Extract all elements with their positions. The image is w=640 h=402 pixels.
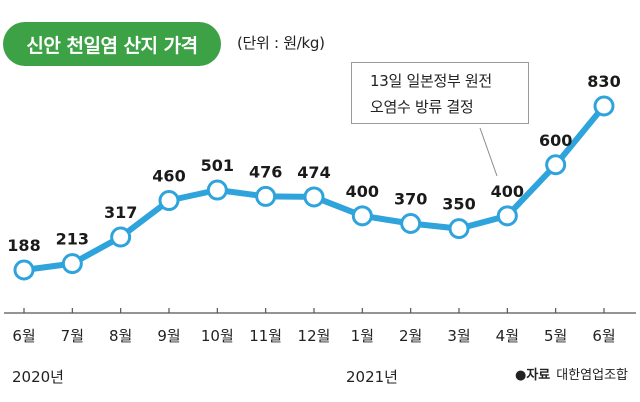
data-label-6: 474 (297, 163, 330, 182)
data-point-1 (61, 253, 83, 275)
data-label-8: 370 (394, 190, 427, 209)
data-point-0 (13, 259, 35, 281)
x-tick-label-6: 12월 (298, 327, 331, 345)
data-point-9 (448, 218, 470, 240)
data-label-5: 476 (249, 162, 282, 181)
bullet-icon: ● (514, 368, 527, 383)
data-label-12: 830 (587, 72, 620, 91)
source-credit: ●자료 대한염업조합 (515, 364, 628, 383)
data-labels: 188 213 317 460 501 476 474 400 370 350 400 600 830 (7, 72, 620, 255)
data-point-5 (255, 185, 277, 207)
data-point-12 (593, 95, 615, 117)
data-label-4: 501 (201, 156, 234, 175)
x-tick-label-2: 8월 (109, 327, 132, 345)
annotation-line-2: 오염수 방류 결정 (370, 98, 474, 116)
data-label-7: 400 (346, 182, 379, 201)
x-tick-label-3: 9월 (157, 327, 180, 345)
data-label-9: 350 (442, 195, 475, 214)
x-tick-marks (23, 308, 605, 313)
x-tick-label-12: 6월 (592, 327, 615, 345)
source-key: 자료 (526, 368, 551, 383)
chart-title: 신안 천일염 산지 가격 (3, 22, 221, 66)
data-label-10: 400 (491, 182, 524, 201)
x-tick-label-0: 6월 (12, 327, 35, 345)
annotation-box: 13일 일본정부 원전 오염수 방류 결정 (351, 62, 529, 124)
x-tick-label-10: 4월 (496, 327, 519, 345)
data-label-2: 317 (104, 203, 137, 222)
x-tick-label-9: 3월 (447, 327, 470, 345)
data-point-2 (110, 226, 132, 248)
data-label-1: 213 (56, 230, 89, 249)
data-point-3 (158, 190, 180, 212)
data-label-0: 188 (7, 236, 40, 255)
x-tick-label-7: 1월 (351, 327, 374, 345)
annotation-leader-line (479, 127, 498, 177)
data-point-6 (303, 186, 325, 208)
annotation-line-1: 13일 일본정부 원전 (370, 72, 492, 90)
x-tick-label-5: 11월 (249, 327, 282, 345)
data-point-10 (496, 205, 518, 227)
data-label-3: 460 (152, 167, 185, 186)
unit-label: (단위 : 원/kg) (237, 34, 325, 52)
x-tick-labels: 6월 7월 8월 9월 10월 11월 12월 1월 2월 3월 4월 5월 6월 (12, 327, 615, 345)
x-tick-label-8: 2월 (399, 327, 422, 345)
data-points (13, 95, 615, 281)
x-tick-label-11: 5월 (544, 327, 567, 345)
x-tick-label-4: 10월 (201, 327, 234, 345)
data-point-8 (400, 213, 422, 235)
x-tick-label-1: 7월 (61, 327, 84, 345)
data-point-11 (545, 154, 567, 176)
data-point-7 (351, 205, 373, 227)
year-label-2021: 2021년 (346, 368, 398, 386)
data-point-4 (206, 179, 228, 201)
data-label-11: 600 (539, 131, 572, 150)
source-org: 대한염업조합 (556, 368, 628, 383)
year-label-2020: 2020년 (12, 368, 64, 386)
